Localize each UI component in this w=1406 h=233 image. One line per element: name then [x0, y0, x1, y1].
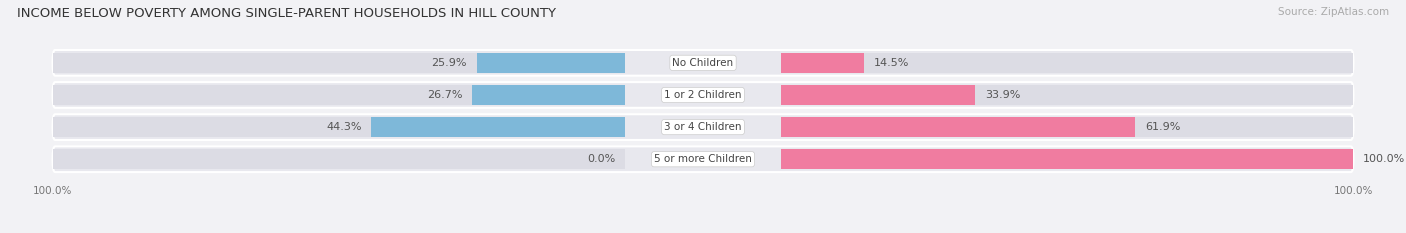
Text: INCOME BELOW POVERTY AMONG SINGLE-PARENT HOUSEHOLDS IN HILL COUNTY: INCOME BELOW POVERTY AMONG SINGLE-PARENT…: [17, 7, 555, 20]
Bar: [52, 85, 624, 105]
Bar: [472, 85, 624, 105]
Bar: [782, 149, 1354, 169]
Text: 1 or 2 Children: 1 or 2 Children: [664, 90, 742, 100]
Text: 5 or more Children: 5 or more Children: [654, 154, 752, 164]
Bar: [52, 149, 624, 169]
Text: Source: ZipAtlas.com: Source: ZipAtlas.com: [1278, 7, 1389, 17]
FancyBboxPatch shape: [52, 114, 1354, 140]
Bar: [477, 53, 624, 73]
Bar: [782, 149, 1354, 169]
Bar: [782, 117, 1354, 137]
Bar: [782, 53, 865, 73]
Text: 14.5%: 14.5%: [873, 58, 910, 68]
Text: 100.0%: 100.0%: [1364, 154, 1406, 164]
Bar: [52, 53, 624, 73]
FancyBboxPatch shape: [52, 146, 1354, 172]
Text: 26.7%: 26.7%: [427, 90, 463, 100]
Bar: [782, 53, 1354, 73]
FancyBboxPatch shape: [52, 50, 1354, 76]
Bar: [371, 117, 624, 137]
Bar: [782, 85, 1354, 105]
Bar: [782, 85, 976, 105]
Text: 3 or 4 Children: 3 or 4 Children: [664, 122, 742, 132]
Text: 33.9%: 33.9%: [984, 90, 1021, 100]
Text: 61.9%: 61.9%: [1144, 122, 1181, 132]
Text: 0.0%: 0.0%: [586, 154, 616, 164]
Bar: [52, 117, 624, 137]
Text: 25.9%: 25.9%: [432, 58, 467, 68]
Bar: [782, 117, 1136, 137]
Text: No Children: No Children: [672, 58, 734, 68]
Text: 44.3%: 44.3%: [326, 122, 361, 132]
FancyBboxPatch shape: [52, 82, 1354, 108]
